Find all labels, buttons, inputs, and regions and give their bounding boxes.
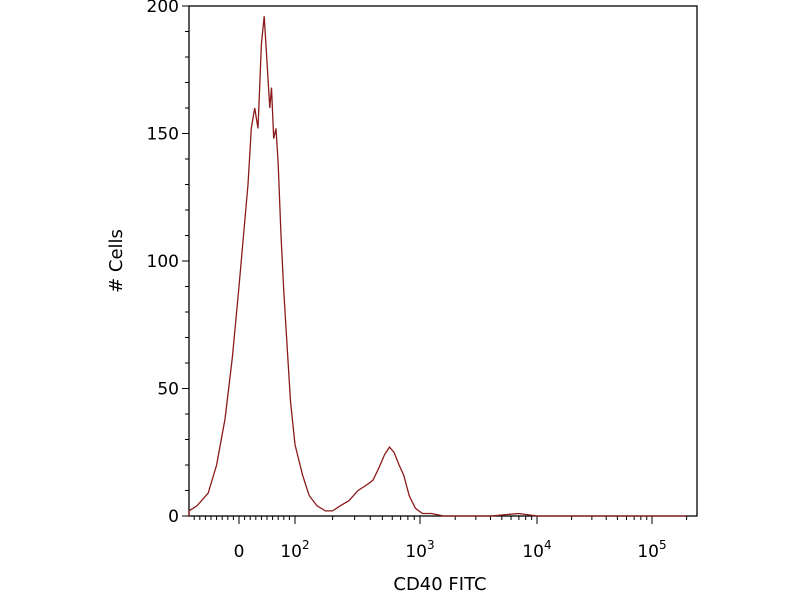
x-tick-label: 105 <box>637 538 666 562</box>
y-tick-label: 200 <box>147 0 179 17</box>
x-tick-label: 0 <box>234 542 245 562</box>
x-axis-title: CD40 FITC <box>393 574 486 595</box>
y-tick-label: 0 <box>168 507 179 527</box>
y-tick-label: 50 <box>157 380 179 400</box>
y-axis-ticks: 0 50 100 150 200 <box>147 0 189 527</box>
y-tick-label: 100 <box>147 252 179 272</box>
y-axis-title: # Cells <box>106 229 127 293</box>
x-tick-label: 104 <box>522 538 551 562</box>
x-tick-label: 102 <box>280 538 309 562</box>
plot-frame <box>188 5 698 517</box>
histogram-line <box>188 16 687 517</box>
x-tick-label: 103 <box>405 538 434 562</box>
x-axis-ticks: 0 102 103 104 105 <box>193 516 688 562</box>
y-tick-label: 150 <box>147 125 179 145</box>
